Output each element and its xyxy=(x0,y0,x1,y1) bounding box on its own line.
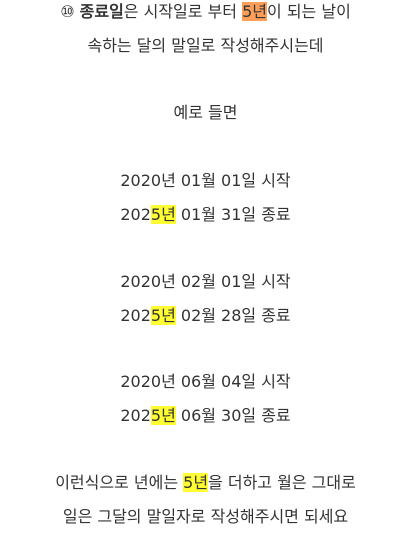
intro-text-1: 은 시작일로 부터 xyxy=(123,2,243,21)
example-end-prefix: 202 xyxy=(120,205,151,224)
example-2-start: 2020년 02월 01일 시작 xyxy=(120,272,291,291)
example-end-prefix: 202 xyxy=(120,306,151,325)
example-heading: 예로 들면 xyxy=(173,103,238,122)
outro-text-2: 을 더하고 월은 그대로 xyxy=(208,473,356,492)
example-1-end: 2025년 01월 31일 종료 xyxy=(0,205,411,225)
example-end-suffix: 02월 28일 종료 xyxy=(175,306,291,325)
outro-line-1: 이런식으로 년에는 5년을 더하고 월은 그대로 xyxy=(0,473,411,493)
intro-text-2: 이 되는 날이 xyxy=(267,2,351,21)
example-end-suffix: 01월 31일 종료 xyxy=(175,205,291,224)
example-3-end: 2025년 06월 30일 종료 xyxy=(0,406,411,426)
example-3-start: 2020년 06월 04일 시작 xyxy=(120,372,291,391)
example-end-highlight: 5년 xyxy=(150,406,176,425)
outro-line-2: 일은 그달의 말일자로 작성해주시면 되세요 xyxy=(62,507,349,526)
example-end-highlight: 5년 xyxy=(150,205,176,224)
intro-line-1: ⑩ 종료일은 시작일로 부터 5년이 되는 날이 xyxy=(0,2,411,22)
intro-line-2: 속하는 달의 말일로 작성해주시는데 xyxy=(87,36,324,55)
example-2-end: 2025년 02월 28일 종료 xyxy=(0,306,411,326)
example-end-prefix: 202 xyxy=(120,406,151,425)
outro-highlight: 5년 xyxy=(183,473,209,492)
term-end-date: 종료일 xyxy=(79,2,124,21)
example-end-suffix: 06월 30일 종료 xyxy=(175,406,291,425)
circled-number-marker: ⑩ xyxy=(60,2,75,21)
example-end-highlight: 5년 xyxy=(150,306,176,325)
outro-text-1: 이런식으로 년에는 xyxy=(55,473,184,492)
highlight-five-years: 5년 xyxy=(242,2,268,21)
example-1-start: 2020년 01월 01일 시작 xyxy=(120,171,291,190)
